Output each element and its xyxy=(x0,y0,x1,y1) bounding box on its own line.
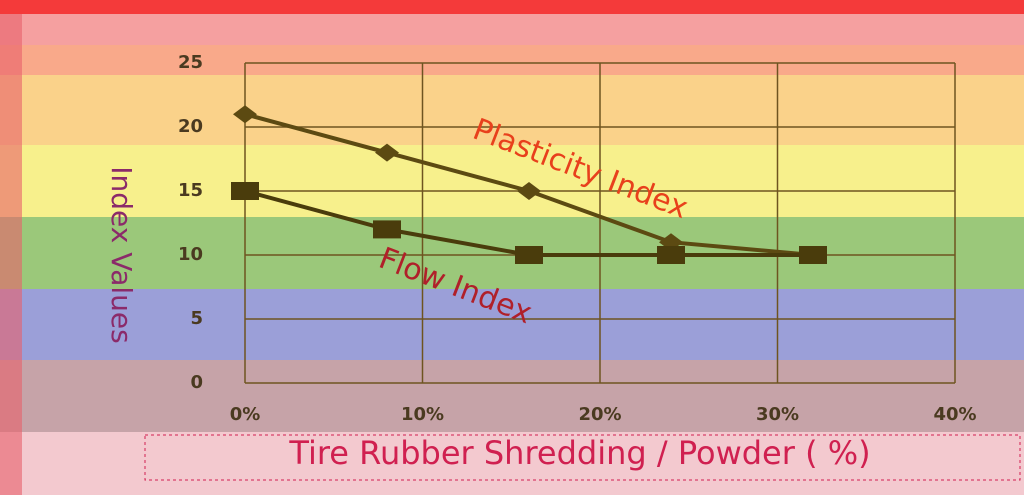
x-tick-label: 0% xyxy=(230,404,261,425)
data-point xyxy=(515,246,543,264)
y-axis-label: Index Values xyxy=(105,166,138,343)
x-tick-label: 40% xyxy=(933,404,976,425)
x-label-box xyxy=(144,434,1021,481)
data-point xyxy=(373,220,401,239)
y-tick-label: 25 xyxy=(178,52,203,73)
y-tick-label: 20 xyxy=(178,116,203,137)
y-tick-label: 10 xyxy=(178,244,203,265)
data-point xyxy=(657,246,685,264)
x-axis-label: Tire Rubber Shredding / Powder ( %) xyxy=(288,434,870,472)
y-tick-label: 0 xyxy=(190,372,203,393)
data-point xyxy=(375,143,399,162)
x-tick-label: 20% xyxy=(578,404,621,425)
x-tick-label: 30% xyxy=(756,404,799,425)
data-point xyxy=(517,182,541,200)
data-point xyxy=(231,182,259,200)
x-tick-label: 10% xyxy=(401,404,444,425)
y-tick-label: 15 xyxy=(178,180,203,201)
data-point xyxy=(799,246,827,264)
y-tick-label: 5 xyxy=(190,308,203,329)
data-point xyxy=(233,105,257,124)
